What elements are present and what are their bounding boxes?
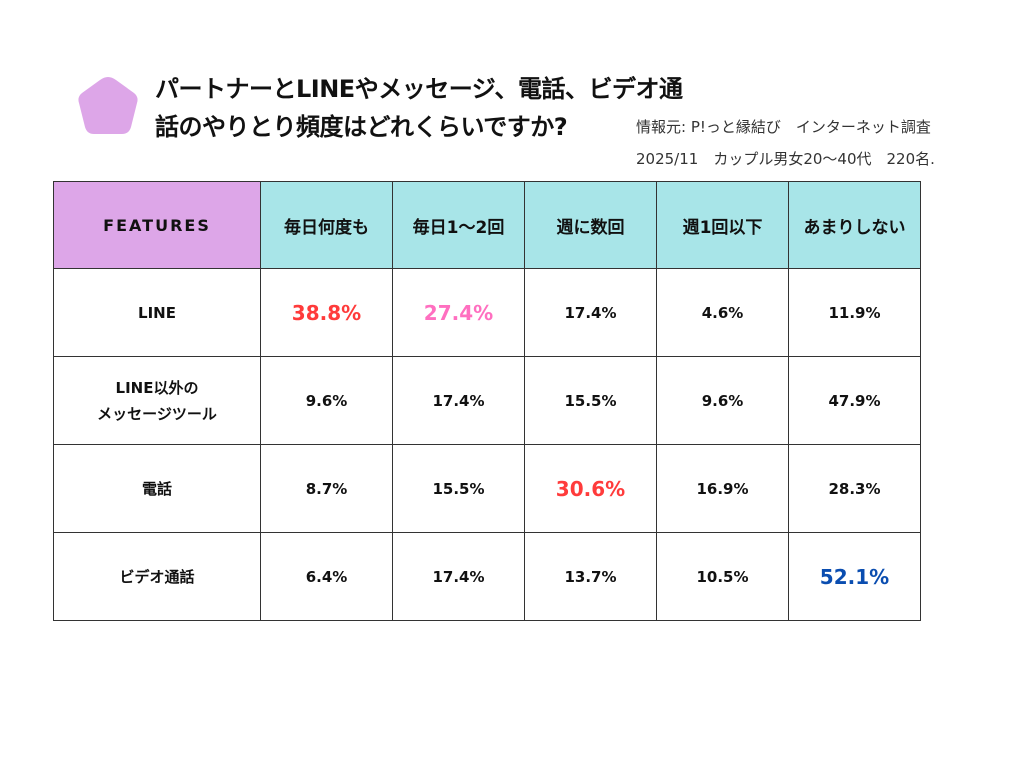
value-cell: 15.5% <box>392 444 525 533</box>
table-row: LINE 38.8% 27.4% 17.4% 4.6% 11.9% <box>53 268 921 357</box>
title-line-2: 話のやりとり頻度はどれくらいですか? <box>155 113 568 141</box>
value-cell: 47.9% <box>788 356 921 445</box>
frequency-table: FEATURES 毎日何度も 毎日1〜2回 週に数回 週1回以下 あまりしない LINE 3… <box>53 181 921 621</box>
value-cell: 17.4% <box>392 356 525 445</box>
value-cell: 30.6% <box>524 444 657 533</box>
row-label: ビデオ通話 <box>53 532 261 621</box>
column-header: あまりしない <box>788 181 921 269</box>
value-cell: 17.4% <box>524 268 657 357</box>
value-cell: 13.7% <box>524 532 657 621</box>
pentagon-icon <box>78 77 138 134</box>
value-cell: 9.6% <box>656 356 789 445</box>
value-cell: 10.5% <box>656 532 789 621</box>
value-cell: 52.1% <box>788 532 921 621</box>
row-label: LINE以外の メッセージツール <box>53 356 261 445</box>
value-cell: 6.4% <box>260 532 393 621</box>
row-label: 電話 <box>53 444 261 533</box>
table-row: 電話 8.7% 15.5% 30.6% 16.9% 28.3% <box>53 444 921 533</box>
row-label: LINE <box>53 268 261 357</box>
value-cell: 4.6% <box>656 268 789 357</box>
value-cell: 38.8% <box>260 268 393 357</box>
source-line-1: 情報元: P!っと縁結び インターネット調査 <box>636 118 931 136</box>
value-cell: 16.9% <box>656 444 789 533</box>
value-cell: 27.4% <box>392 268 525 357</box>
source-line-2: 2025/11 カップル男女20〜40代 220名. <box>636 150 935 168</box>
table-row: LINE以外の メッセージツール 9.6% 17.4% 15.5% 9.6% 47.9% <box>53 356 921 445</box>
value-cell: 15.5% <box>524 356 657 445</box>
column-header: 週1回以下 <box>656 181 789 269</box>
header-features: FEATURES <box>53 181 261 269</box>
value-cell: 8.7% <box>260 444 393 533</box>
column-header: 毎日1〜2回 <box>392 181 525 269</box>
value-cell: 11.9% <box>788 268 921 357</box>
value-cell: 9.6% <box>260 356 393 445</box>
title-line-1: パートナーとLINEやメッセージ、電話、ビデオ通 <box>155 75 683 103</box>
value-cell: 28.3% <box>788 444 921 533</box>
page-title: パートナーとLINEやメッセージ、電話、ビデオ通 話のやりとり頻度はどれくらいで… <box>155 70 683 146</box>
table-row: ビデオ通話 6.4% 17.4% 13.7% 10.5% 52.1% <box>53 532 921 621</box>
column-header: 毎日何度も <box>260 181 393 269</box>
column-header: 週に数回 <box>524 181 657 269</box>
value-cell: 17.4% <box>392 532 525 621</box>
